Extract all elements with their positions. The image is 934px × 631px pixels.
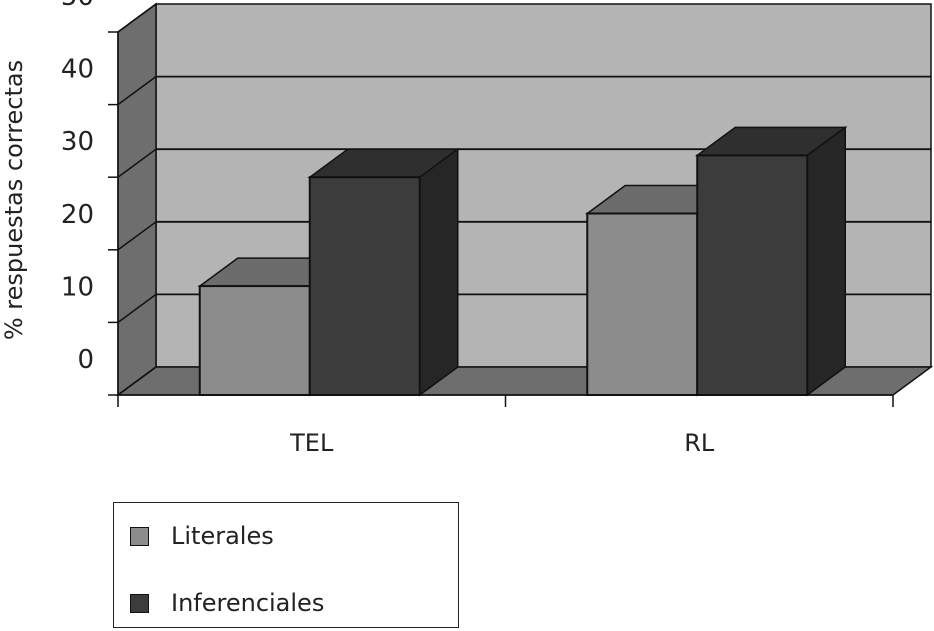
bar-inferenciales-rl — [694, 125, 848, 397]
side-gridline — [117, 221, 157, 251]
category-labels: TEL RL — [289, 429, 715, 457]
bar-inferenciales-tel — [307, 147, 461, 397]
side-gridline — [117, 366, 157, 396]
y-axis-label: % respuestas correctas — [0, 60, 28, 340]
y-tick-label: 50 — [61, 0, 94, 12]
side-gridline — [117, 75, 157, 106]
legend: Literales Inferenciales — [113, 502, 459, 628]
bar-side — [419, 147, 459, 397]
bar-side — [806, 125, 846, 397]
side-gridline — [117, 3, 157, 33]
bar-front — [586, 212, 699, 396]
category-label-tel: TEL — [289, 429, 334, 457]
y-tick-label: 0 — [77, 345, 94, 375]
side-wall — [117, 2, 157, 397]
legend-item-literales: Literales — [130, 521, 274, 551]
bar-chart: 0 10 20 30 40 50 TEL RL % respuestas correctas — [0, 0, 934, 457]
legend-label-literales: Literales — [171, 522, 274, 550]
side-gridline — [117, 148, 157, 178]
legend-swatch-inferenciales — [130, 593, 149, 613]
y-tick-label: 30 — [61, 127, 94, 157]
side-gridline — [117, 293, 157, 324]
y-tick-label: 10 — [61, 272, 94, 302]
legend-item-inferenciales: Inferenciales — [130, 588, 324, 618]
bar-front — [198, 285, 311, 397]
bars — [197, 125, 848, 397]
bar-front — [308, 176, 421, 396]
legend-swatch-literales — [130, 526, 149, 546]
bar-front — [696, 154, 809, 396]
y-tick-label: 40 — [61, 55, 94, 85]
legend-label-inferenciales: Inferenciales — [171, 589, 325, 617]
category-label-rl: RL — [684, 429, 715, 457]
y-tick-labels: 0 10 20 30 40 50 — [61, 0, 94, 375]
y-tick-label: 20 — [61, 200, 94, 230]
